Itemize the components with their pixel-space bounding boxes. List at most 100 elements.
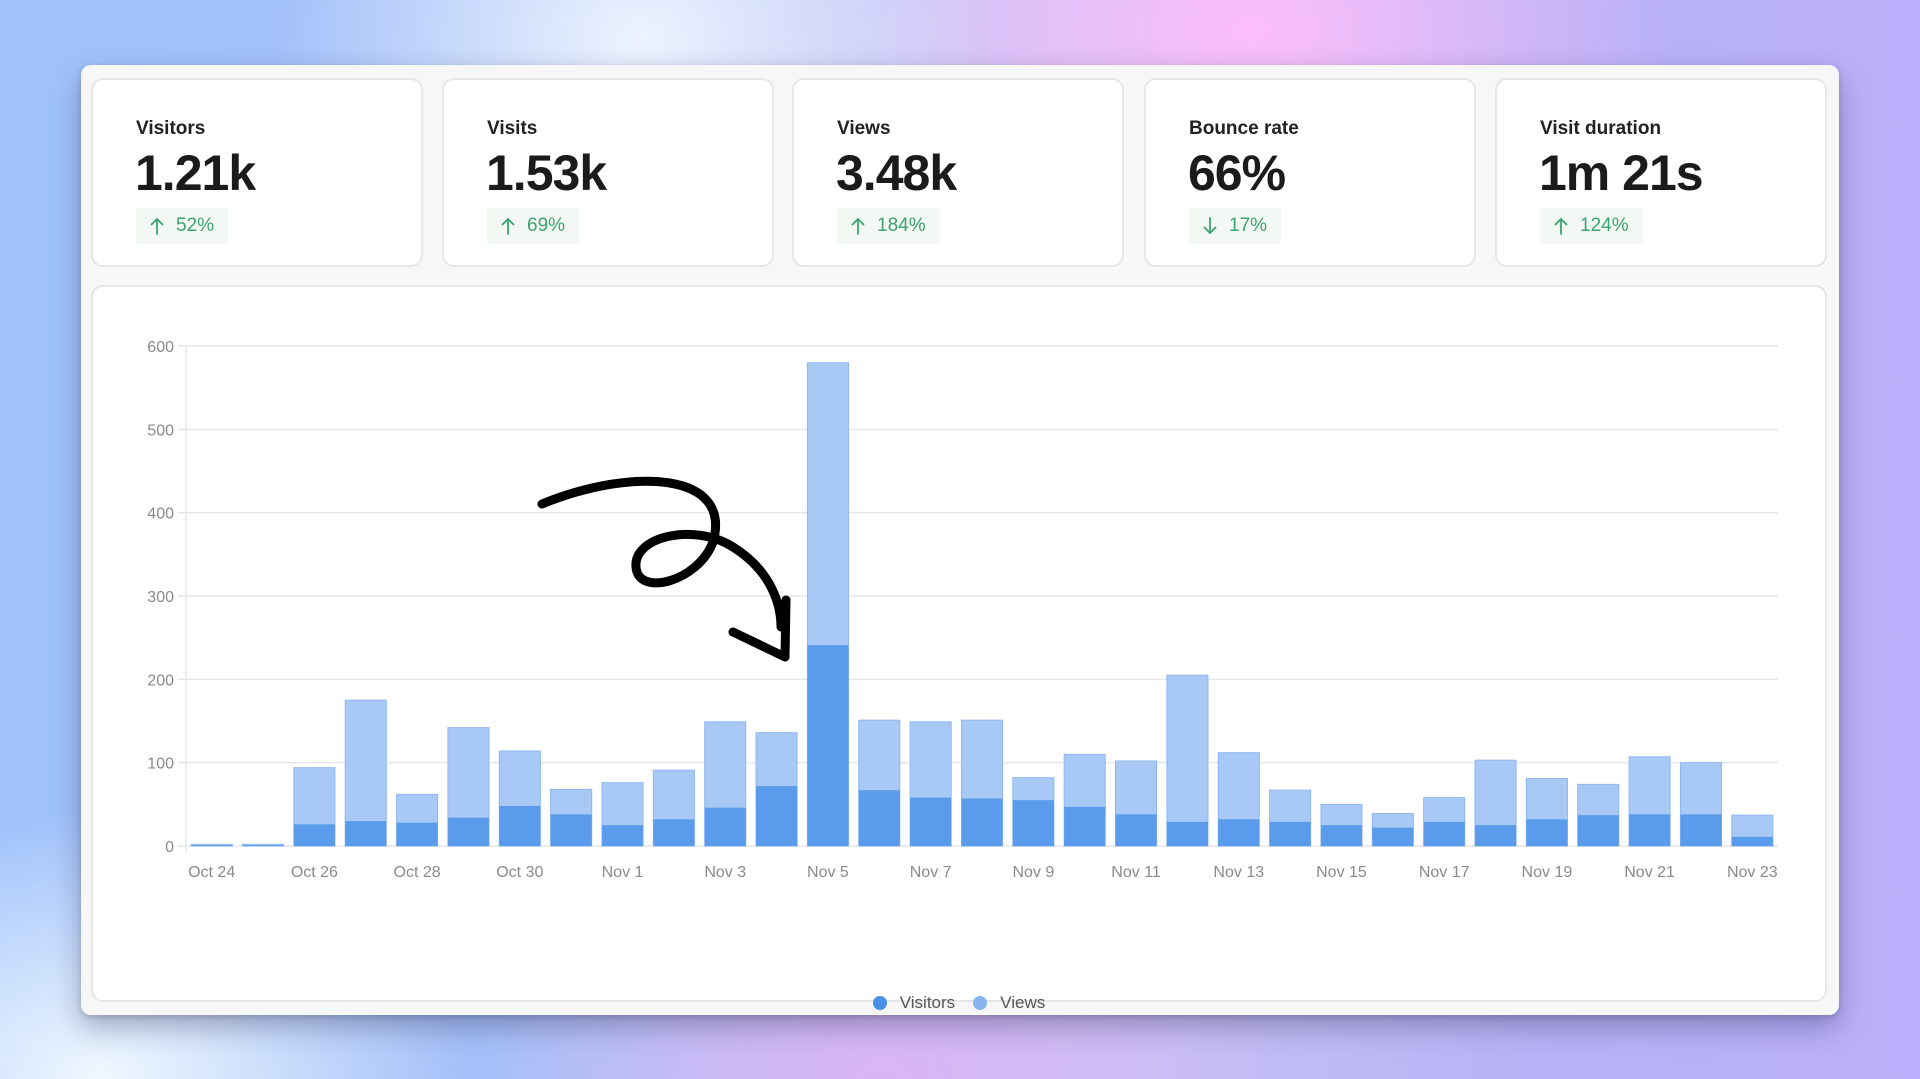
- bar-visitors[interactable]: [704, 807, 746, 846]
- y-tick-label: 500: [147, 422, 174, 439]
- x-tick-label: Nov 1: [602, 864, 644, 881]
- bar-visitors[interactable]: [1320, 825, 1363, 846]
- bar-group[interactable]: [1217, 752, 1260, 847]
- bar-group[interactable]: [293, 767, 336, 847]
- bar-group[interactable]: [447, 727, 490, 847]
- stat-card-visitors[interactable]: Visitors 1.21k 52%: [91, 78, 423, 267]
- bar-visitors[interactable]: [1423, 821, 1465, 846]
- bar-group[interactable]: [806, 362, 849, 847]
- bar-group[interactable]: [241, 843, 285, 847]
- x-tick-label: Nov 3: [704, 864, 746, 881]
- bar-visitors[interactable]: [1372, 827, 1414, 846]
- stat-label: Visitors: [136, 118, 206, 139]
- bar-visitors[interactable]: [1475, 825, 1517, 846]
- stat-card-visits[interactable]: Visits 1.53k 69%: [442, 78, 774, 267]
- bar-visitors[interactable]: [447, 817, 489, 846]
- bar-group[interactable]: [1063, 753, 1106, 847]
- bar-visitors[interactable]: [653, 819, 695, 846]
- bar-visitors[interactable]: [1218, 819, 1260, 846]
- bar-group[interactable]: [755, 732, 798, 847]
- bar-group[interactable]: [1525, 778, 1568, 847]
- bar-visitors[interactable]: [345, 821, 387, 846]
- bar-visitors[interactable]: [1526, 819, 1568, 846]
- x-tick-label: Nov 19: [1522, 864, 1573, 881]
- bar-visitors[interactable]: [242, 845, 284, 846]
- bar-group[interactable]: [1115, 760, 1158, 847]
- arrow-up-icon: [150, 217, 164, 235]
- bar-visitors[interactable]: [396, 822, 438, 846]
- stat-card-views[interactable]: Views 3.48k 184%: [792, 78, 1124, 267]
- x-tick-label: Oct 24: [188, 864, 235, 881]
- bar-visitors[interactable]: [1012, 800, 1054, 846]
- bar-visitors[interactable]: [807, 645, 849, 846]
- bar-group[interactable]: [498, 750, 541, 847]
- bar-group[interactable]: [1731, 814, 1774, 847]
- bar-group[interactable]: [960, 719, 1004, 847]
- stat-card-visit-duration[interactable]: Visit duration 1m 21s 124%: [1495, 78, 1827, 267]
- bar-visitors[interactable]: [499, 806, 541, 846]
- legend-label: Visitors: [899, 993, 956, 1012]
- arrow-up-icon: [851, 217, 865, 235]
- stat-value: 1m 21s: [1539, 145, 1704, 201]
- bar-visitors[interactable]: [1166, 821, 1208, 846]
- bar-visitors[interactable]: [1629, 814, 1671, 846]
- change-badge: 52%: [136, 208, 229, 244]
- change-value: 124%: [1580, 215, 1629, 236]
- y-tick-label: 400: [147, 506, 174, 523]
- bar-group[interactable]: [344, 699, 387, 847]
- bar-visitors[interactable]: [961, 798, 1003, 847]
- bar-group[interactable]: [1423, 797, 1466, 847]
- x-tick-label: Nov 17: [1419, 864, 1470, 881]
- bar-visitors[interactable]: [1269, 821, 1311, 846]
- bar-visitors[interactable]: [1731, 836, 1773, 846]
- change-value: 17%: [1229, 215, 1268, 236]
- bar-visitors[interactable]: [601, 825, 644, 846]
- bar-visitors[interactable]: [756, 786, 798, 846]
- bar-group[interactable]: [1320, 803, 1363, 847]
- bar-group[interactable]: [704, 721, 747, 847]
- bar-visitors[interactable]: [1680, 814, 1722, 846]
- legend-item-views[interactable]: Views: [973, 993, 1045, 1013]
- bar-visitors[interactable]: [550, 814, 592, 846]
- bar-chart: 0 100 200 300 400 500 600 Oct 24 Oct 26 Oct 28 Oct…: [147, 339, 1778, 881]
- bar-visitors[interactable]: [1577, 815, 1619, 846]
- bar-group[interactable]: [190, 843, 233, 847]
- bar-group[interactable]: [1371, 813, 1414, 847]
- x-tick-label: Nov 7: [910, 864, 952, 881]
- arrow-up-icon: [501, 217, 515, 235]
- bar-group[interactable]: [858, 719, 901, 847]
- change-value: 52%: [176, 215, 215, 236]
- bar-group[interactable]: [1012, 777, 1055, 847]
- bar-group[interactable]: [601, 782, 644, 847]
- bar-visitors[interactable]: [293, 824, 335, 846]
- change-value: 69%: [527, 215, 566, 236]
- x-tick-label: Nov 15: [1316, 864, 1367, 881]
- bar-group[interactable]: [1577, 783, 1620, 847]
- bar-group[interactable]: [396, 793, 439, 847]
- bar-visitors[interactable]: [191, 845, 233, 846]
- bar-visitors[interactable]: [1064, 806, 1106, 846]
- bar-group[interactable]: [652, 769, 695, 847]
- legend-dot-views: [973, 996, 988, 1010]
- bar-group[interactable]: [909, 721, 952, 847]
- bar-group[interactable]: [1166, 674, 1209, 847]
- bar-group[interactable]: [1679, 762, 1723, 847]
- x-tick-label: Oct 26: [291, 864, 338, 881]
- stat-value: 66%: [1188, 145, 1286, 201]
- x-tick-label: Nov 23: [1727, 864, 1778, 881]
- legend-item-visitors[interactable]: Visitors: [872, 993, 956, 1013]
- bar-views[interactable]: [1166, 674, 1209, 847]
- change-badge: 184%: [837, 208, 940, 244]
- bar-visitors[interactable]: [910, 797, 952, 846]
- y-tick-label: 0: [165, 839, 174, 856]
- bar-group[interactable]: [1628, 756, 1671, 847]
- bar-visitors[interactable]: [858, 790, 900, 846]
- bar-visitors[interactable]: [1115, 814, 1157, 846]
- y-tick-label: 300: [147, 589, 174, 606]
- bar-group[interactable]: [550, 788, 593, 847]
- bar-group[interactable]: [1269, 789, 1312, 847]
- stat-card-bounce-rate[interactable]: Bounce rate 66% 17%: [1144, 78, 1476, 267]
- x-tick-label: Oct 30: [496, 864, 543, 881]
- bar-group[interactable]: [1474, 759, 1517, 847]
- x-tick-label: Oct 28: [394, 864, 441, 881]
